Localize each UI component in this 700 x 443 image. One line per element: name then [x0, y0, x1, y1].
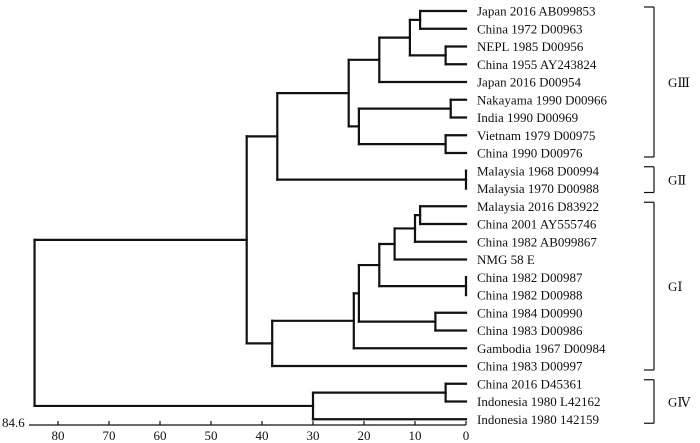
leaf-label: China 1983 D00997 [477, 359, 583, 374]
leaf-label: India 1990 D00969 [477, 110, 578, 125]
axis-tick-label: 60 [154, 428, 167, 443]
axis-tick-label: 20 [358, 428, 371, 443]
leaf-label: China 1955 AY243824 [477, 57, 597, 72]
leaf-label: China 1982 AB099867 [477, 234, 597, 249]
group-label: GⅣ [668, 395, 691, 410]
leaf-label: China 2016 D45361 [477, 376, 582, 391]
leaf-label: Vietnam 1979 D00975 [477, 128, 595, 143]
group-brackets: GⅢ GⅡ GⅠ GⅣ [644, 6, 691, 424]
distance-axis: 84.6 80 70 60 50 40 30 20 10 0 [2, 415, 469, 443]
leaf-label: Nakayama 1990 D00966 [477, 92, 607, 107]
group-label: GⅡ [668, 173, 686, 188]
dendrogram-branches [33, 9, 468, 421]
group-label: GⅢ [668, 75, 690, 90]
axis-tick-label: 0 [463, 428, 470, 443]
axis-tick-label: 40 [256, 428, 269, 443]
leaf-label: Malaysia 2016 D83922 [477, 199, 599, 214]
leaf-label: NEPL 1985 D00956 [477, 39, 584, 54]
leaf-label: China 1983 D00986 [477, 323, 583, 338]
leaf-label: China 1990 D00976 [477, 146, 583, 161]
leaf-label: China 1982 D00987 [477, 270, 583, 285]
axis-tick-label: 30 [307, 428, 320, 443]
leaf-label: Indonesia 1980 L42162 [477, 394, 600, 409]
axis-tick-label: 70 [103, 428, 116, 443]
leaf-label: China 2001 AY555746 [477, 217, 597, 232]
axis-tick-label: 80 [52, 428, 65, 443]
leaf-label: Japan 2016 AB099853 [477, 4, 595, 19]
leaf-label: Gambodia 1967 D00984 [477, 341, 606, 356]
axis-max-label: 84.6 [2, 415, 25, 430]
leaf-label: NMG 58 E [477, 252, 535, 267]
leaf-label: Japan 2016 D00954 [477, 75, 581, 90]
axis-tick-label: 50 [205, 428, 218, 443]
leaf-label: Malaysia 1970 D00988 [477, 181, 599, 196]
group-label: GⅠ [668, 279, 683, 294]
leaf-label: China 1972 D00963 [477, 21, 582, 36]
leaf-labels: Japan 2016 AB099853 China 1972 D00963 NEPL… [477, 4, 607, 427]
axis-tick-label: 10 [409, 428, 422, 443]
leaf-label: China 1982 D00988 [477, 288, 582, 303]
leaf-label: China 1984 D00990 [477, 305, 582, 320]
leaf-label: Indonesia 1980 142159 [477, 412, 599, 427]
leaf-label: Malaysia 1968 D00994 [477, 163, 600, 178]
